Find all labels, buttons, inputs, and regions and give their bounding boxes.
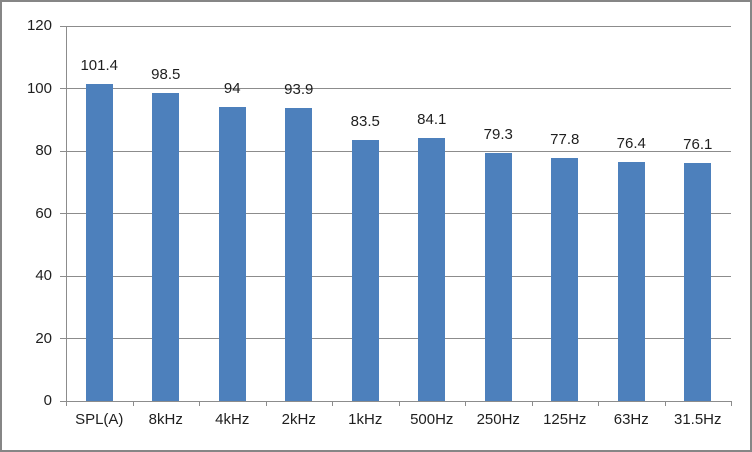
x-axis-tick <box>664 401 666 406</box>
y-axis-tick <box>60 275 66 277</box>
gridline <box>66 150 731 152</box>
x-axis-tick <box>265 401 267 406</box>
y-axis-label: 40 <box>35 267 52 284</box>
category-label: 1kHz <box>348 411 383 428</box>
bar <box>285 107 313 401</box>
data-label: 77.8 <box>550 130 580 148</box>
x-axis-tick <box>731 401 732 406</box>
gridline <box>66 275 731 277</box>
category-label: 8kHz <box>148 411 183 428</box>
category-label: SPL(A) <box>75 411 124 428</box>
data-label: 101.4 <box>80 57 119 75</box>
y-axis-tick <box>60 150 66 152</box>
x-axis-tick <box>332 401 333 406</box>
y-axis-label: 80 <box>35 142 52 159</box>
data-label: 94 <box>223 80 241 98</box>
category-label: 4kHz <box>215 411 250 428</box>
bar <box>218 107 246 401</box>
data-label: 84.1 <box>417 111 447 129</box>
gridline <box>66 213 731 214</box>
category-label: 125Hz <box>543 411 587 428</box>
bar <box>684 163 712 401</box>
x-axis-tick <box>66 401 67 406</box>
x-axis-tick <box>531 401 533 406</box>
category-label: 250Hz <box>476 411 520 428</box>
bar <box>85 84 113 401</box>
y-axis-label: 120 <box>26 17 52 34</box>
bar <box>418 138 446 401</box>
y-axis-label: 0 <box>43 392 52 409</box>
y-axis-tick <box>60 338 66 339</box>
x-axis-tick <box>132 401 134 406</box>
y-axis-line <box>66 26 67 406</box>
y-axis-tick <box>60 400 66 402</box>
data-label: 76.1 <box>683 136 713 154</box>
data-label: 79.3 <box>483 126 513 144</box>
y-axis-label: 60 <box>35 204 52 222</box>
y-axis-label: 100 <box>26 79 52 97</box>
gridline <box>66 88 731 89</box>
gridline <box>66 338 731 339</box>
data-label: 98.5 <box>151 66 181 84</box>
x-axis-tick <box>199 401 200 406</box>
data-label: 76.4 <box>616 135 646 153</box>
x-axis-tick <box>598 401 599 406</box>
bar <box>351 140 379 401</box>
category-label: 2kHz <box>281 411 316 428</box>
y-axis-tick <box>60 25 66 27</box>
y-axis-label: 20 <box>35 329 52 347</box>
x-axis-tick <box>398 401 400 406</box>
gridline <box>66 25 731 27</box>
x-axis-tick <box>465 401 466 406</box>
y-axis-tick <box>60 213 66 214</box>
category-label: 63Hz <box>613 411 649 428</box>
y-axis-tick <box>60 88 66 89</box>
data-label: 93.9 <box>284 80 314 98</box>
bar <box>617 162 645 401</box>
data-label: 83.5 <box>350 113 380 131</box>
category-label: 31.5Hz <box>673 411 722 428</box>
bar <box>152 93 180 401</box>
bar <box>484 153 512 401</box>
category-label: 500Hz <box>410 411 454 428</box>
bar <box>551 157 579 401</box>
